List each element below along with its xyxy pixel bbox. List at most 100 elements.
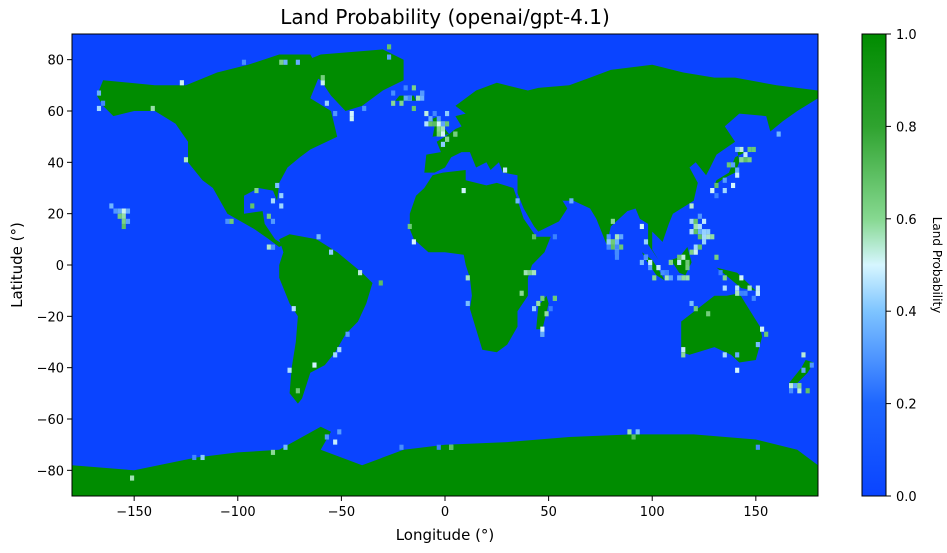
colorbar: 0.0 0.2 0.4 0.6 0.8 1.0 Land Probability — [861, 28, 944, 505]
heatmap-cell — [552, 234, 557, 240]
heatmap-cell — [432, 111, 437, 117]
heatmap-cell — [345, 331, 350, 337]
heatmap-cell — [751, 295, 756, 301]
heatmap-cell — [726, 162, 731, 168]
heatmap-cell — [643, 254, 649, 260]
land-layer — [72, 49, 818, 496]
land-region-africa — [409, 170, 551, 353]
heatmap-cell — [689, 300, 694, 307]
heatmap-cell — [96, 105, 102, 112]
heatmap-cell — [639, 223, 644, 230]
heatmap-cell — [515, 198, 520, 204]
heatmap-cell — [416, 95, 421, 101]
heatmap-cell — [747, 285, 752, 291]
heatmap-cell — [96, 90, 102, 96]
land-region-greenland — [295, 49, 404, 111]
heatmap-cell — [420, 90, 425, 96]
heatmap-cell — [465, 275, 470, 281]
heatmap-cell — [101, 100, 106, 106]
heatmap-cell — [714, 254, 719, 260]
chart-title: Land Probability (openai/gpt-4.1) — [280, 5, 610, 29]
heatmap-cell — [801, 367, 806, 373]
y-tick-label: 20 — [47, 208, 64, 223]
colorbar-tick-label: 1.0 — [896, 28, 917, 43]
heatmap-cell — [270, 449, 276, 455]
heatmap-cell — [776, 131, 781, 137]
heatmap-cell — [440, 126, 446, 132]
heatmap-cell — [544, 311, 549, 317]
heatmap-cell — [333, 439, 338, 445]
colorbar-tick-label: 0.4 — [896, 305, 917, 320]
heatmap-cell — [764, 331, 769, 337]
heatmap-cell — [722, 275, 727, 281]
heatmap-cell — [614, 254, 620, 260]
heatmap-cell — [731, 162, 736, 168]
heatmap-cell — [445, 111, 450, 117]
heatmap-cell — [689, 249, 694, 255]
heatmap-cell — [635, 429, 640, 435]
heatmap-cell — [681, 254, 686, 260]
heatmap-cell — [614, 234, 620, 240]
heatmap-cell — [627, 429, 632, 435]
heatmap-cell — [747, 157, 752, 163]
heatmap-cell — [503, 167, 508, 173]
heatmap-cell — [731, 182, 736, 189]
heatmap-cell — [283, 59, 288, 65]
x-tick-label: 150 — [743, 505, 768, 520]
heatmap-cell — [722, 177, 727, 183]
heatmap-cell — [797, 388, 802, 394]
heatmap-cell — [407, 95, 412, 101]
cell-noise-layer — [96, 44, 814, 481]
heatmap-cell — [333, 352, 338, 358]
heatmap-cell — [697, 213, 702, 219]
heatmap-cell — [440, 141, 446, 147]
heatmap-cell — [668, 275, 673, 281]
heatmap-cell — [710, 234, 715, 240]
heatmap-cell — [411, 85, 416, 91]
heatmap-cell — [610, 239, 615, 245]
heatmap-cell — [320, 75, 325, 81]
y-tick-label: −40 — [37, 362, 64, 377]
heatmap-cell — [540, 331, 545, 337]
heatmap-cell — [689, 218, 694, 224]
heatmap-cell — [391, 100, 396, 106]
heatmap-cell — [532, 306, 537, 312]
heatmap-cell — [540, 326, 545, 332]
heatmap-cell — [743, 157, 748, 163]
heatmap-cell — [606, 244, 611, 250]
heatmap-cell — [809, 362, 814, 368]
x-tick-label: 100 — [640, 505, 665, 520]
heatmap-cell — [436, 116, 441, 122]
heatmap-cell — [714, 182, 719, 189]
heatmap-cell — [677, 254, 682, 260]
heatmap-cell — [693, 218, 698, 224]
heatmap-cell — [407, 223, 412, 230]
heatmap-cell — [445, 136, 450, 142]
heatmap-cell — [677, 259, 682, 266]
heatmap-cell — [569, 198, 574, 204]
heatmap-cell — [619, 234, 624, 240]
heatmap-cell — [295, 59, 300, 65]
heatmap-cell — [436, 131, 441, 137]
heatmap-cell — [337, 347, 342, 353]
heatmap-cell — [121, 223, 126, 230]
colorbar-tick-label: 0.2 — [896, 398, 917, 413]
heatmap-cell — [312, 362, 317, 368]
heatmap-cell — [697, 244, 702, 250]
heatmap-cell — [266, 244, 271, 250]
heatmap-cell — [685, 275, 690, 281]
heatmap-cell — [689, 203, 694, 209]
heatmap-cell — [440, 131, 446, 137]
heatmap-cell — [287, 367, 292, 373]
land-region-south-america — [279, 234, 373, 404]
heatmap-cell — [610, 218, 615, 224]
land-region-antarctica — [72, 426, 818, 496]
x-tick-label: −150 — [116, 505, 152, 520]
heatmap-cell — [619, 244, 624, 250]
heatmap-cell — [279, 193, 284, 199]
heatmap-cell — [685, 265, 690, 271]
heatmap-cell — [428, 121, 433, 127]
heatmap-cell — [697, 223, 702, 230]
heatmap-cell — [793, 383, 798, 389]
